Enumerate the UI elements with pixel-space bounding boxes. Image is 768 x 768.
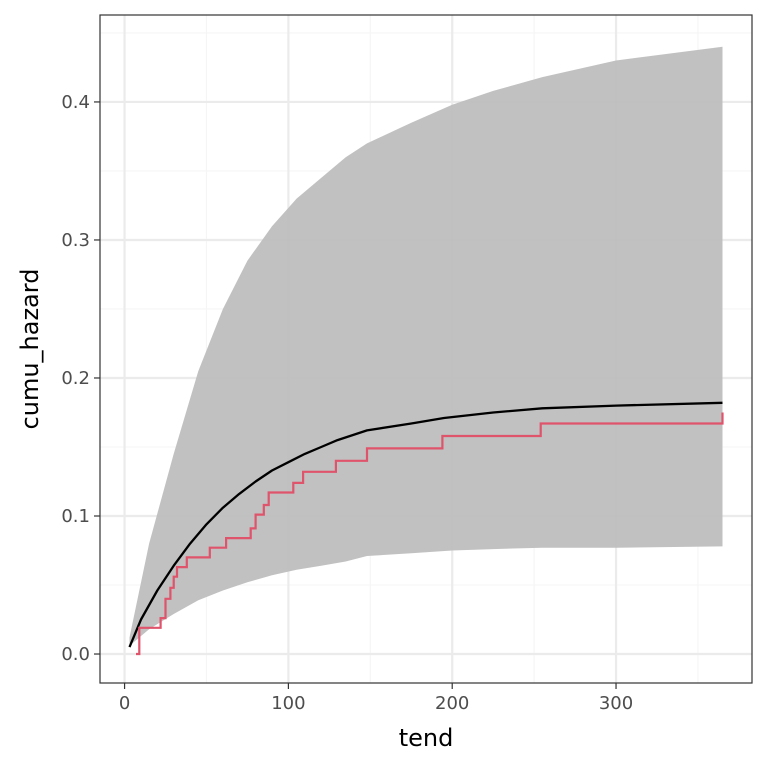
x-axis: 0 100 200 300 (119, 683, 633, 714)
x-tick-label: 200 (435, 693, 469, 714)
y-tick-label: 0.3 (61, 230, 90, 251)
y-axis-title: cumu_hazard (16, 269, 44, 430)
x-tick-label: 100 (271, 693, 305, 714)
y-axis: 0.0 0.1 0.2 0.3 0.4 (61, 92, 100, 665)
y-tick-label: 0.1 (61, 506, 90, 527)
y-tick-label: 0.2 (61, 368, 90, 389)
empirical-cumulative-hazard-step (136, 412, 724, 656)
fitted-cumulative-hazard-line (128, 401, 723, 648)
plot-panel-border (99, 14, 753, 684)
y-tick-label: 0.0 (61, 644, 90, 665)
x-tick-label: 300 (599, 693, 633, 714)
confidence-ribbon (129, 46, 723, 646)
x-tick-label: 0 (119, 693, 130, 714)
x-axis-title: tend (399, 724, 454, 752)
y-tick-label: 0.4 (61, 92, 90, 113)
